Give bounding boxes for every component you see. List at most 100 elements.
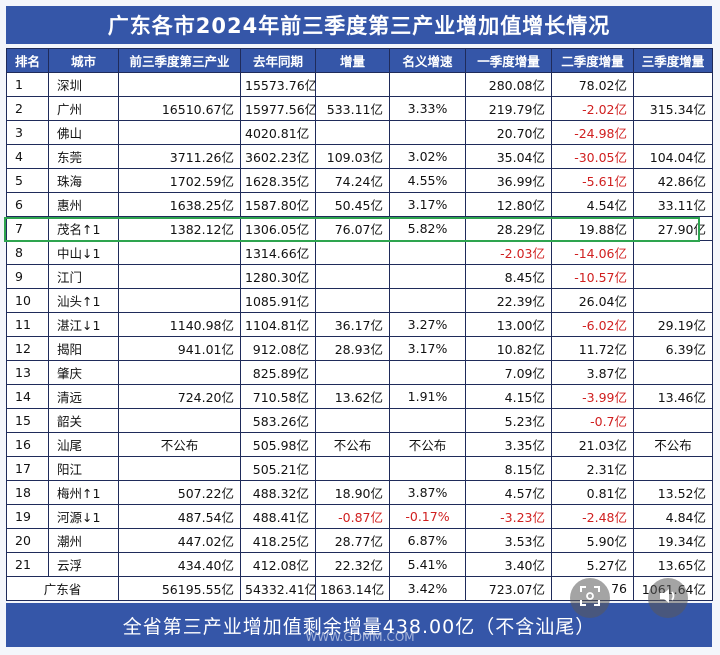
table-cell: 33.11亿 — [633, 192, 713, 217]
table-cell: 17 — [6, 456, 49, 481]
table-cell: 1382.12亿 — [118, 216, 241, 241]
table-cell: 4020.81亿 — [240, 120, 316, 145]
table-cell — [118, 240, 241, 265]
table-cell: 2 — [6, 96, 49, 121]
table-cell — [633, 456, 713, 481]
table-cell: 36.17亿 — [315, 312, 390, 337]
table-cell: 揭阳 — [48, 336, 119, 361]
table-cell — [118, 72, 241, 97]
table-cell: 74.24亿 — [315, 168, 390, 193]
table-cell — [633, 408, 713, 433]
table-cell: -2.03亿 — [465, 240, 552, 265]
table-cell: -3.23亿 — [465, 504, 552, 529]
table-cell: 1306.05亿 — [240, 216, 316, 241]
table-cell: 1280.30亿 — [240, 264, 316, 289]
table-cell: 不公布 — [315, 432, 390, 457]
table-cell: 7.09亿 — [465, 360, 552, 385]
table-cell: 35.04亿 — [465, 144, 552, 169]
table-cell: 28.29亿 — [465, 216, 552, 241]
table-row: 6 惠州 1638.25亿 1587.80亿 50.45亿 3.17% 12.80亿 4.54… — [6, 192, 713, 217]
table-cell — [315, 120, 390, 145]
table-cell: 13.52亿 — [633, 480, 713, 505]
table-cell: 941.01亿 — [118, 336, 241, 361]
table-cell: -0.17% — [389, 504, 466, 529]
table-cell: 1638.25亿 — [118, 192, 241, 217]
table-cell: 梅州↑1 — [48, 480, 119, 505]
total-cell: 723.07亿 — [465, 576, 552, 601]
speaker-icon — [657, 585, 679, 611]
table-row: 3 佛山 4020.81亿 20.70亿 -24.98亿 — [6, 120, 713, 145]
table-row: 16 汕尾 不公布 505.98亿 不公布 不公布 3.35亿 21.03亿 不公布 — [6, 432, 713, 457]
table-cell: 3.40亿 — [465, 552, 552, 577]
column-header: 二季度增量 — [551, 48, 634, 73]
table-cell: 0.81亿 — [551, 480, 634, 505]
total-cell: 广东省 — [6, 576, 119, 601]
table-row: 20 潮州 447.02亿 418.25亿 28.77亿 6.87% 3.53亿 5.90亿 1… — [6, 528, 713, 553]
column-header: 增量 — [315, 48, 390, 73]
table-cell: 4 — [6, 144, 49, 169]
table-cell: 109.03亿 — [315, 144, 390, 169]
table-cell — [315, 240, 390, 265]
table-cell — [389, 360, 466, 385]
table-cell: 447.02亿 — [118, 528, 241, 553]
table-cell: 云浮 — [48, 552, 119, 577]
table-cell: 江门 — [48, 264, 119, 289]
table-cell — [118, 120, 241, 145]
table-cell: 912.08亿 — [240, 336, 316, 361]
table-cell — [315, 408, 390, 433]
table-cell: 潮州 — [48, 528, 119, 553]
table-cell: 21.03亿 — [551, 432, 634, 457]
table-cell: 488.41亿 — [240, 504, 316, 529]
table-cell: 29.19亿 — [633, 312, 713, 337]
table-row: 2 广州 16510.67亿 15977.56亿 533.11亿 3.33% 219.79亿… — [6, 96, 713, 121]
table-cell: 3.17% — [389, 192, 466, 217]
table-cell — [389, 72, 466, 97]
table-cell: 487.54亿 — [118, 504, 241, 529]
table-row: 1 深圳 15573.76亿 280.08亿 78.02亿 — [6, 72, 713, 97]
speaker-button[interactable] — [648, 578, 688, 618]
table-cell: 1.91% — [389, 384, 466, 409]
table-cell: 1 — [6, 72, 49, 97]
table-cell: 1104.81亿 — [240, 312, 316, 337]
table-row: 21 云浮 434.40亿 412.08亿 22.32亿 5.41% 3.40亿 5.27亿 1… — [6, 552, 713, 577]
table-cell: 16510.67亿 — [118, 96, 241, 121]
table-cell — [389, 120, 466, 145]
table-cell: 9 — [6, 264, 49, 289]
table-cell — [633, 72, 713, 97]
scan-button[interactable] — [570, 578, 610, 618]
table-cell — [315, 264, 390, 289]
table-cell: 5.41% — [389, 552, 466, 577]
table-cell: 21 — [6, 552, 49, 577]
table-cell — [315, 72, 390, 97]
table-cell: 佛山 — [48, 120, 119, 145]
table-cell: 1628.35亿 — [240, 168, 316, 193]
table-cell: -2.02亿 — [551, 96, 634, 121]
column-header: 城市 — [48, 48, 119, 73]
table-cell: 3.53亿 — [465, 528, 552, 553]
table-cell: 10.82亿 — [465, 336, 552, 361]
table-cell: 3711.26亿 — [118, 144, 241, 169]
table-cell: 1085.91亿 — [240, 288, 316, 313]
table-cell — [389, 264, 466, 289]
table-cell: 15573.76亿 — [240, 72, 316, 97]
table-cell: 中山↓1 — [48, 240, 119, 265]
table-cell: 13.65亿 — [633, 552, 713, 577]
table-cell — [389, 240, 466, 265]
table-cell — [118, 456, 241, 481]
table-row: 12 揭阳 941.01亿 912.08亿 28.93亿 3.17% 10.82亿 11.72… — [6, 336, 713, 361]
table-cell: 11 — [6, 312, 49, 337]
table-cell: 深圳 — [48, 72, 119, 97]
watermark: WWW.GDMM.COM — [305, 630, 415, 644]
table-cell: 505.98亿 — [240, 432, 316, 457]
table-cell: 18 — [6, 480, 49, 505]
table-cell — [118, 288, 241, 313]
table-cell: 3.87% — [389, 480, 466, 505]
table-cell — [118, 264, 241, 289]
table-cell: 412.08亿 — [240, 552, 316, 577]
table-cell: 汕尾 — [48, 432, 119, 457]
table-cell: 583.26亿 — [240, 408, 316, 433]
table-cell: 724.20亿 — [118, 384, 241, 409]
table-cell: 1702.59亿 — [118, 168, 241, 193]
table-cell: 河源↓1 — [48, 504, 119, 529]
